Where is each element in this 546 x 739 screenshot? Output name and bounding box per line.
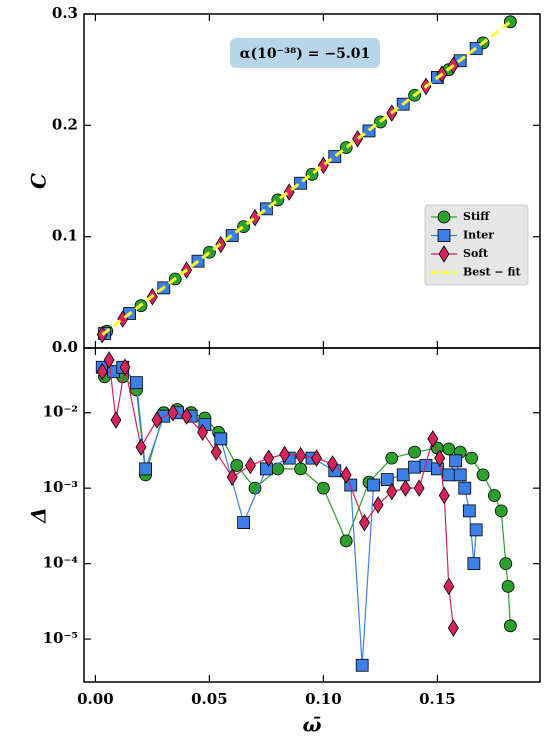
marker <box>385 451 399 465</box>
y-tick-label: 10⁻² <box>43 403 78 421</box>
y-tick-label: 10⁻⁴ <box>43 554 79 572</box>
marker <box>372 496 384 514</box>
series-line <box>101 358 454 629</box>
x-tick-label: 0.15 <box>419 690 456 708</box>
marker <box>380 473 394 486</box>
annotation: α(10⁻³⁸) = −5.01 <box>240 46 370 62</box>
marker <box>237 516 251 529</box>
marker <box>248 481 262 495</box>
y-tick-label: 10⁻³ <box>43 478 78 496</box>
marker <box>327 455 338 473</box>
marker <box>339 534 353 548</box>
y-tick-label: 0.3 <box>52 4 78 22</box>
marker <box>96 362 108 381</box>
legend-label: Best − fit <box>463 266 521 279</box>
marker <box>135 438 147 456</box>
marker <box>263 449 275 467</box>
legend-label: Soft <box>463 247 489 260</box>
marker <box>453 468 467 482</box>
marker <box>367 478 380 492</box>
marker <box>465 451 479 465</box>
x-tick-label: 0.00 <box>77 690 114 708</box>
plots: 0.0 0.1 0.2 0.3 C 10⁻⁵ 10⁻⁴ 10⁻³ 10⁻² 0.00 0.05 0.1… <box>27 4 540 737</box>
marker <box>467 557 481 571</box>
legend-marker <box>438 245 450 263</box>
marker <box>443 577 455 596</box>
marker <box>197 423 209 442</box>
y-tick-label: 0.0 <box>52 338 78 356</box>
marker <box>139 462 152 476</box>
marker <box>458 481 472 495</box>
marker <box>279 445 291 464</box>
marker <box>244 456 256 475</box>
marker <box>462 504 476 518</box>
marker <box>386 482 398 501</box>
plot-area <box>96 15 517 344</box>
plot-area <box>95 351 517 672</box>
legend-box <box>424 204 529 286</box>
marker <box>119 358 131 377</box>
marker <box>413 479 425 497</box>
bottom-frame <box>83 347 541 683</box>
marker <box>396 468 410 482</box>
marker <box>316 481 330 495</box>
marker <box>427 430 439 448</box>
marker <box>103 351 115 369</box>
y-axis-label: C <box>27 173 51 189</box>
x-tick-label: 0.10 <box>305 690 342 708</box>
marker <box>214 432 228 446</box>
marker <box>294 462 308 476</box>
marker <box>340 466 352 484</box>
marker <box>442 468 456 482</box>
marker <box>494 504 508 518</box>
annotation-box <box>230 38 380 68</box>
legend-label: Inter <box>463 229 494 242</box>
marker <box>501 579 515 593</box>
marker <box>358 513 370 532</box>
x-axis-label: ω̄ <box>302 713 321 737</box>
marker <box>503 619 517 633</box>
marker <box>447 619 459 637</box>
y-tick-label: 0.1 <box>52 227 78 245</box>
x-tick-label: 0.05 <box>191 690 228 708</box>
legend-label: Stiff <box>463 210 490 223</box>
marker <box>311 449 323 467</box>
marker <box>449 454 463 468</box>
y-axis-label: Δ <box>27 507 51 524</box>
marker <box>271 462 285 476</box>
marker <box>230 459 244 472</box>
marker <box>408 445 422 459</box>
marker <box>499 557 513 571</box>
marker <box>355 658 369 672</box>
marker <box>434 449 446 467</box>
y-tick-label: 0.2 <box>52 115 78 133</box>
marker <box>181 407 193 425</box>
marker <box>259 462 273 476</box>
marker <box>438 486 450 505</box>
marker <box>469 523 483 537</box>
marker <box>110 411 122 429</box>
marker <box>295 446 307 465</box>
marker <box>400 479 411 497</box>
fit-line <box>101 20 512 336</box>
marker <box>442 442 456 456</box>
legend-marker <box>437 229 451 242</box>
marker <box>151 411 163 429</box>
marker <box>210 443 222 461</box>
marker <box>408 460 422 474</box>
y-tick-label: 10⁻⁵ <box>43 629 78 647</box>
marker <box>476 468 490 482</box>
marker <box>130 376 143 390</box>
marker <box>487 489 501 502</box>
marker <box>167 403 179 422</box>
marker <box>344 478 358 492</box>
legend-marker <box>437 210 451 224</box>
marker <box>226 468 238 486</box>
